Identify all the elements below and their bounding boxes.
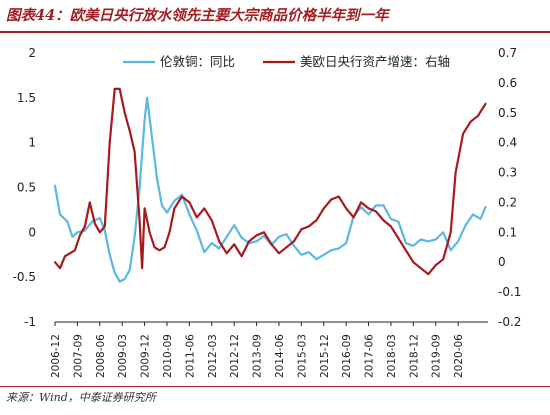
right-tick-label: 0 bbox=[498, 255, 506, 269]
left-tick-label: 1.5 bbox=[17, 91, 36, 105]
right-tick-label: 0.3 bbox=[498, 166, 517, 180]
x-tick-label: 2015-12 bbox=[319, 334, 331, 378]
right-tick-label: -0.2 bbox=[498, 315, 521, 329]
right-axis: 0.7 0.6 0.5 0.4 0.3 0.2 0.1 0 -0.1 -0.2 bbox=[498, 46, 521, 329]
series-line-copper-yoy bbox=[53, 96, 487, 283]
right-tick-label: 0.7 bbox=[498, 46, 517, 60]
x-tick-label: 2012-12 bbox=[229, 334, 241, 378]
left-axis: 2 1.5 1 0.5 0 -0.5 -1 bbox=[13, 46, 36, 329]
title-rule bbox=[0, 31, 550, 33]
left-tick-label: 0 bbox=[28, 225, 36, 239]
x-tick-label: 2018-03 bbox=[386, 334, 398, 378]
x-tick-label: 2009-12 bbox=[140, 334, 152, 378]
chart-title: 图表44：欧美日央行放水领先主要大宗商品价格半年到一年 bbox=[6, 7, 389, 24]
x-tick-label: 2007-09 bbox=[72, 334, 84, 378]
right-tick-label: 0.6 bbox=[498, 76, 517, 90]
x-tick-label: 2014-06 bbox=[274, 334, 286, 378]
x-tick-label: 2017-06 bbox=[364, 334, 376, 378]
left-tick-label: 1 bbox=[28, 136, 36, 150]
x-tick-label: 2009-03 bbox=[117, 334, 129, 378]
x-tick-label: 2011-06 bbox=[184, 334, 196, 378]
right-tick-label: 0.2 bbox=[498, 195, 517, 209]
series-layer bbox=[53, 87, 487, 283]
right-tick-label: 0.4 bbox=[498, 136, 517, 150]
left-tick-label: 2 bbox=[28, 46, 36, 60]
source-rule bbox=[0, 386, 550, 387]
legend: 伦敦铜：同比 美欧日央行资产增速：右轴 bbox=[123, 54, 450, 69]
left-tick-label: -0.5 bbox=[13, 270, 36, 284]
x-tick-label: 2006-12 bbox=[50, 334, 62, 378]
chart-area: 2 1.5 1 0.5 0 -0.5 -1 0.7 0.6 0.5 0.4 0.3 0.2 0.1 0 -0… bbox=[13, 46, 522, 378]
series-line-central-bank-assets bbox=[53, 87, 487, 276]
legend-label-copper: 伦敦铜：同比 bbox=[160, 54, 235, 69]
right-tick-label: 0.5 bbox=[498, 106, 517, 120]
x-tick-label: 2018-12 bbox=[408, 334, 420, 378]
x-tick-label: 2016-09 bbox=[341, 334, 353, 378]
source-note: 来源：Wind，中泰证券研究所 bbox=[6, 391, 156, 404]
x-axis: 2006-12 2007-09 2008-06 2009-03 2009-12 2010-… bbox=[50, 321, 488, 378]
x-tick-label: 2015-03 bbox=[296, 334, 308, 378]
right-tick-label: 0.1 bbox=[498, 225, 517, 239]
left-tick-label: -1 bbox=[24, 315, 36, 329]
x-tick-label: 2008-06 bbox=[95, 334, 107, 378]
x-tick-label: 2020-06 bbox=[453, 334, 465, 378]
x-tick-label: 2010-09 bbox=[162, 334, 174, 378]
x-tick-label: 2013-09 bbox=[252, 334, 264, 378]
x-tick-label: 2019-09 bbox=[431, 334, 443, 378]
right-tick-label: -0.1 bbox=[498, 285, 521, 299]
left-tick-label: 0.5 bbox=[17, 181, 36, 195]
x-tick-label: 2012-03 bbox=[207, 334, 219, 378]
legend-label-central-bank: 美欧日央行资产增速：右轴 bbox=[300, 54, 450, 69]
